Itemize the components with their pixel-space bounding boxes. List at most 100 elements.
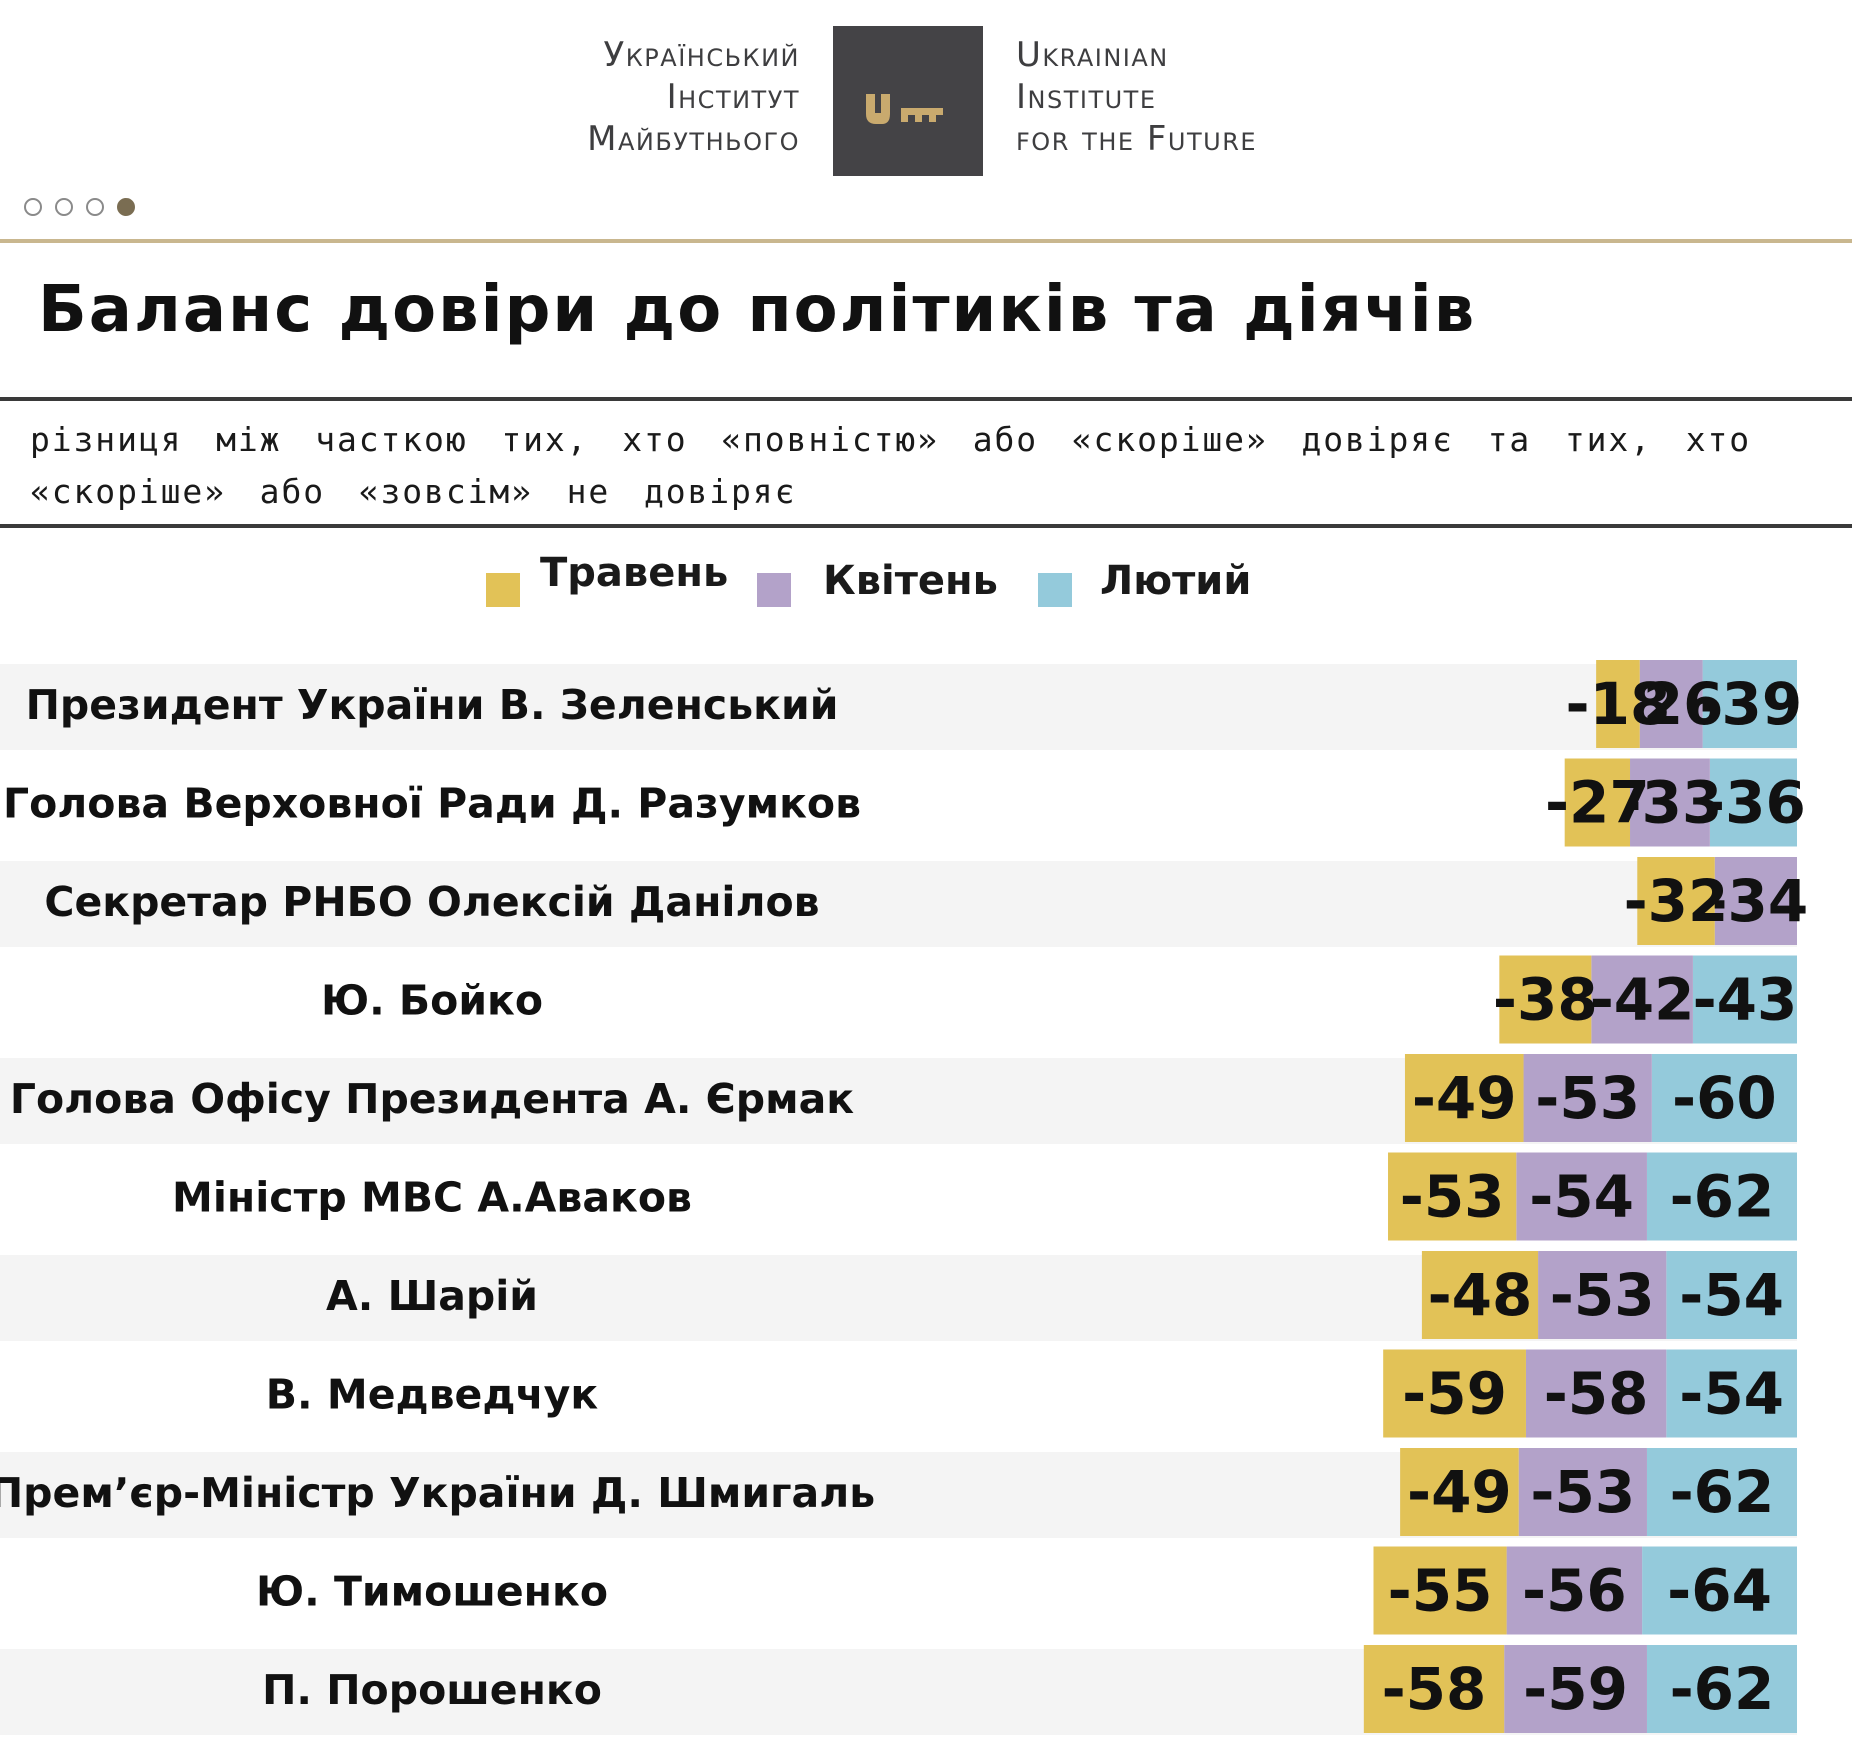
value-label-may: -48 <box>1428 1261 1533 1329</box>
bar-february <box>1666 1251 1797 1339</box>
value-label-may: -49 <box>1412 1064 1517 1132</box>
bar-may <box>1596 660 1640 748</box>
value-label-april: -58 <box>1544 1360 1649 1428</box>
value-label-may: -53 <box>1400 1163 1505 1231</box>
bar-april <box>1714 857 1797 945</box>
value-label-february: -36 <box>1701 769 1806 837</box>
value-label-april: -59 <box>1523 1655 1628 1723</box>
bar-february <box>1642 1546 1797 1635</box>
bar-april <box>1523 1054 1652 1142</box>
bar-may <box>1499 955 1592 1044</box>
value-label-february: -60 <box>1672 1064 1777 1132</box>
value-label-may: -58 <box>1382 1655 1487 1723</box>
legend-label-may: Травень <box>540 550 729 596</box>
bar-february <box>1646 1448 1797 1536</box>
pager-dot-active[interactable] <box>117 198 135 216</box>
divider <box>0 397 1852 401</box>
category-label: Ю. Бойко <box>321 977 543 1025</box>
value-label-may: -59 <box>1402 1360 1507 1428</box>
value-label-february: -43 <box>1693 966 1798 1034</box>
bar-april <box>1538 1251 1667 1339</box>
legend-label-april: Квітень <box>823 558 998 604</box>
pager-dot[interactable] <box>86 198 104 216</box>
bar-february <box>1651 1054 1797 1142</box>
bar-february <box>1646 1152 1797 1241</box>
value-label-february: -39 <box>1697 670 1802 738</box>
value-label-april: -54 <box>1529 1163 1634 1231</box>
legend-label-february: Лютий <box>1100 558 1252 604</box>
divider <box>0 524 1852 528</box>
logo-ua-line: Майбутнього <box>587 119 800 159</box>
value-label-february: -54 <box>1679 1261 1784 1329</box>
value-label-february: -62 <box>1670 1458 1775 1526</box>
value-label-april: -53 <box>1530 1458 1635 1526</box>
bar-may <box>1421 1251 1539 1339</box>
category-label: Голова Верховної Ради Д. Разумков <box>3 780 861 828</box>
value-label-february: -62 <box>1670 1163 1775 1231</box>
key-icon <box>833 26 983 176</box>
bar-april <box>1506 1546 1643 1635</box>
bar-april <box>1516 1152 1647 1241</box>
logo-ua-line: Український <box>603 35 800 75</box>
value-label-may: -18 <box>1566 670 1671 738</box>
bar-may <box>1400 1448 1519 1536</box>
row-stripe <box>0 664 1797 750</box>
bar-may <box>1404 1054 1524 1142</box>
category-label: Прем’єр-Міністр України Д. Шмигаль <box>0 1469 875 1517</box>
bar-april <box>1525 1349 1667 1438</box>
bar-february <box>1709 758 1797 847</box>
legend-swatch-april <box>757 573 791 607</box>
value-label-may: -27 <box>1545 769 1650 837</box>
category-label: Ю. Тимошенко <box>256 1568 608 1616</box>
logo-en-line: for the Future <box>1016 119 1258 159</box>
value-label-april: -34 <box>1703 867 1808 935</box>
row-stripe <box>0 861 1797 947</box>
value-label-february: -62 <box>1670 1655 1775 1723</box>
value-label-april: -53 <box>1535 1064 1640 1132</box>
chart-subtitle: різниця між часткою тих, хто «повністю» … <box>30 420 1752 511</box>
category-label: А. Шарій <box>326 1272 538 1320</box>
value-label-may: -55 <box>1388 1557 1493 1625</box>
logo-text-english: Ukrainian Institute for the Future <box>1016 34 1416 160</box>
legend-swatch-may <box>486 573 520 607</box>
value-label-february: -64 <box>1667 1557 1772 1625</box>
value-label-april: -42 <box>1590 966 1695 1034</box>
bar-april <box>1591 955 1693 1044</box>
bar-may <box>1363 1645 1505 1733</box>
legend-swatch-february <box>1038 573 1072 607</box>
bar-february <box>1692 955 1797 1044</box>
value-label-february: -54 <box>1679 1360 1784 1428</box>
value-label-may: -49 <box>1407 1458 1512 1526</box>
pager-dot[interactable] <box>55 198 73 216</box>
bar-may <box>1564 758 1631 847</box>
divider-gold <box>0 239 1852 243</box>
pager-dot[interactable] <box>24 198 42 216</box>
bar-april <box>1518 1448 1647 1536</box>
bar-february <box>1646 1645 1797 1733</box>
bar-may <box>1388 1152 1517 1241</box>
slide-pager <box>24 198 148 220</box>
category-label: Секретар РНБО Олексій Данілов <box>44 878 819 926</box>
bar-april <box>1639 660 1703 748</box>
category-label: Президент України В. Зеленський <box>26 681 839 729</box>
value-label-may: -38 <box>1493 966 1598 1034</box>
value-label-april: -56 <box>1522 1557 1627 1625</box>
header: Український Інститут Майбутнього Ukraini… <box>0 0 1852 200</box>
logo-text-ukrainian: Український Інститут Майбутнього <box>440 34 800 160</box>
category-label: В. Медведчук <box>266 1371 599 1419</box>
bar-april <box>1504 1645 1647 1733</box>
bar-february <box>1702 660 1797 748</box>
logo-en-line: Institute <box>1016 77 1157 117</box>
category-label: П. Порошенко <box>262 1666 602 1714</box>
bar-february <box>1666 1349 1797 1438</box>
value-label-april: -53 <box>1550 1261 1655 1329</box>
logo-ua-line: Інститут <box>666 77 800 117</box>
category-label: Голова Офісу Президента А. Єрмак <box>10 1075 854 1123</box>
bar-april <box>1630 758 1710 847</box>
legend: Травень Квітень Лютий <box>0 550 1852 615</box>
value-label-may: -32 <box>1624 867 1729 935</box>
category-label: Міністр МВС А.Аваков <box>172 1174 692 1222</box>
bar-may <box>1637 857 1715 945</box>
logo-en-line: Ukrainian <box>1016 35 1169 75</box>
